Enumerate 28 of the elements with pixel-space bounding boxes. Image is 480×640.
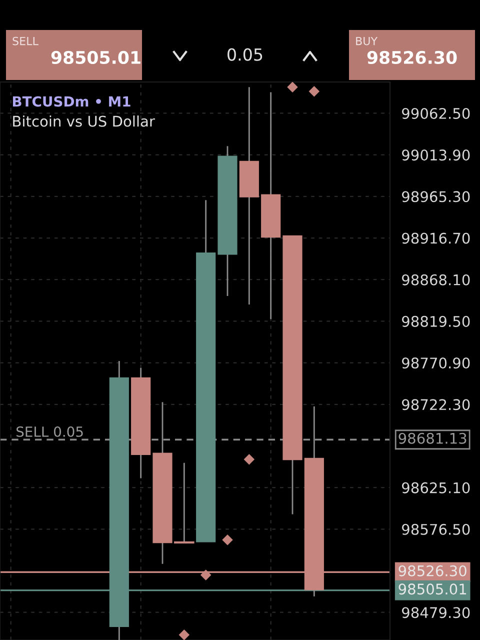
y-tick-label: 98479.30 bbox=[402, 607, 470, 618]
y-tick-label: 98576.50 bbox=[402, 524, 470, 535]
text: Bitcoin vs US Dollar bbox=[13, 115, 155, 127]
point bbox=[178, 629, 190, 640]
y-tick-label: 98625.10 bbox=[402, 482, 470, 494]
ref-line-label: 98526.30 bbox=[398, 565, 466, 576]
y-tick-label: 98916.70 bbox=[402, 232, 470, 244]
y-tick-label: 98965.30 bbox=[402, 191, 470, 202]
text: SELL bbox=[12, 36, 38, 46]
y-tick-label: 99013.90 bbox=[402, 150, 470, 161]
text: 0.05 bbox=[228, 48, 262, 61]
text: 98505.01 bbox=[51, 50, 140, 64]
text: BUY bbox=[356, 36, 378, 46]
y-tick-label: 98770.90 bbox=[402, 358, 470, 369]
ref-line-label: 98505.01 bbox=[398, 584, 466, 595]
point bbox=[287, 82, 298, 93]
y-tick-label: 98722.30 bbox=[402, 399, 470, 410]
text: 98526.30 bbox=[367, 50, 457, 64]
point bbox=[200, 570, 212, 580]
point bbox=[222, 534, 233, 546]
y-tick-label: 98819.50 bbox=[402, 316, 470, 327]
point bbox=[308, 86, 320, 97]
annotation: SELL 0.05 bbox=[16, 426, 83, 437]
y-tick-label: 98868.10 bbox=[402, 274, 470, 286]
y-tick-label: 99062.50 bbox=[402, 108, 470, 119]
point bbox=[244, 454, 255, 465]
ref-line-label: 98681.13 bbox=[398, 432, 466, 444]
text: BTCUSDm • M1 bbox=[12, 96, 130, 107]
